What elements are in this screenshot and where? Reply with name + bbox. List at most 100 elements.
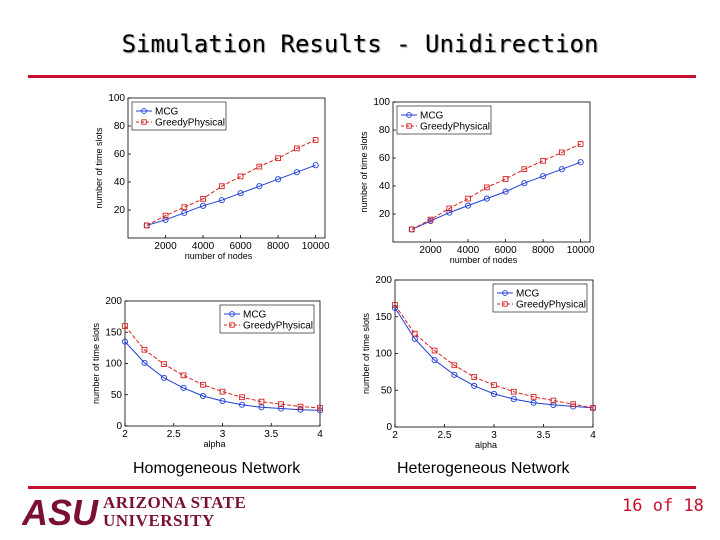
data-point-mcg	[530, 399, 537, 406]
data-point-greedyphysical	[258, 398, 265, 405]
x-tick-label: 3	[220, 429, 226, 440]
data-point-greedyphysical	[275, 155, 281, 162]
x-tick-label: 4000	[457, 245, 480, 256]
data-point-greedyphysical	[570, 401, 577, 408]
data-point-mcg	[143, 222, 150, 229]
legend-label: MCG	[420, 111, 444, 122]
footer-divider	[28, 486, 696, 489]
x-tick-label: 6000	[494, 245, 517, 256]
data-point-mcg	[237, 190, 244, 197]
data-point-mcg	[540, 173, 547, 180]
y-tick-label: 60	[114, 149, 126, 160]
x-tick-label: 4000	[192, 241, 215, 252]
data-point-mcg	[218, 197, 225, 204]
series-line-mcg	[411, 161, 581, 230]
data-point-greedyphysical	[237, 173, 244, 180]
data-point-mcg	[510, 396, 517, 403]
data-point-greedyphysical	[141, 346, 148, 353]
legend-marker-mcg	[141, 108, 147, 114]
x-axis-label: alpha	[203, 439, 225, 449]
x-tick-label: 4	[590, 430, 596, 441]
asu-logo: ASU	[21, 491, 102, 533]
y-tick-label: 60	[379, 153, 391, 164]
y-tick-label: 100	[108, 93, 125, 104]
legend-label: MCG	[243, 310, 267, 321]
caption-heterogeneous: Heterogeneous Network	[397, 460, 570, 477]
data-point-greedyphysical	[180, 372, 187, 379]
plot-frame	[127, 97, 326, 239]
data-point-mcg	[277, 405, 285, 412]
data-point-greedyphysical	[161, 361, 167, 367]
chart-top-left: 2000 4000 6000 8000 10000 20 40 60 80 100 number o…	[94, 90, 335, 265]
x-tick-label: 8000	[532, 245, 555, 256]
data-point-greedyphysical	[502, 176, 509, 182]
caption-homogeneous: Homogeneous Network	[133, 460, 301, 477]
x-axis-label: alpha	[475, 440, 497, 450]
data-point-greedyphysical	[297, 403, 304, 410]
data-point-greedyphysical	[294, 145, 300, 152]
y-tick-label: 150	[375, 312, 392, 323]
x-axis-label: number of nodes	[185, 251, 253, 261]
data-point-mcg	[256, 183, 263, 190]
series-line-greedyphysical	[124, 325, 321, 409]
data-point-mcg	[502, 188, 509, 195]
data-point-greedyphysical	[181, 204, 188, 211]
data-point-mcg	[464, 202, 472, 209]
data-point-mcg	[490, 390, 498, 397]
data-point-greedyphysical	[577, 141, 584, 147]
x-tick-label: 3	[491, 430, 497, 441]
data-point-greedyphysical	[446, 205, 453, 212]
data-point-greedyphysical	[530, 394, 537, 400]
y-tick-label: 100	[375, 349, 392, 360]
x-tick-label: 2000	[154, 241, 177, 252]
data-point-mcg	[162, 216, 169, 223]
data-point-mcg	[199, 202, 207, 209]
data-point-mcg	[275, 176, 282, 183]
data-point-greedyphysical	[200, 381, 206, 388]
y-tick-label: 50	[111, 390, 123, 401]
legend-box	[219, 304, 315, 334]
data-point-greedyphysical	[471, 374, 478, 380]
logo-line-2: UNIVERSITY	[103, 511, 215, 530]
data-point-greedyphysical	[408, 226, 415, 233]
legend-box	[396, 105, 492, 135]
x-tick-label: 8000	[267, 241, 290, 252]
data-point-greedyphysical	[483, 184, 490, 191]
title-divider	[28, 75, 696, 78]
x-tick-label: 2000	[419, 245, 442, 256]
y-tick-label: 200	[105, 296, 122, 307]
x-tick-label: 10000	[567, 245, 595, 256]
data-point-greedyphysical	[451, 362, 458, 369]
x-tick-label: 2.5	[438, 430, 452, 441]
data-point-greedyphysical	[431, 347, 438, 354]
chart-bottom-right: 2 2.5 3 3.5 4 0 50 100 150 200 alpha number of time…	[360, 272, 605, 454]
logo-mark-text: ASU	[22, 492, 99, 529]
data-point-mcg	[238, 401, 246, 408]
legend-marker-greedyphysical	[229, 322, 235, 328]
data-point-mcg	[181, 209, 188, 216]
chart-bottom-left: 2 2.5 3 3.5 4 0 50 100 150 200 alpha number of time…	[90, 293, 335, 453]
y-axis-label: number of time slots	[91, 322, 101, 404]
y-tick-label: 200	[375, 275, 392, 286]
data-point-greedyphysical	[317, 405, 323, 411]
y-tick-label: 20	[379, 209, 391, 220]
y-tick-label: 0	[386, 422, 392, 433]
series-line-mcg	[394, 307, 594, 409]
logo-line-1: ARIZONA STATE	[103, 493, 247, 512]
y-tick-label: 40	[379, 181, 391, 192]
data-point-mcg	[483, 195, 490, 202]
data-point-mcg	[258, 404, 265, 411]
data-point-greedyphysical	[122, 323, 128, 329]
x-axis-label: number of nodes	[450, 255, 518, 265]
y-tick-label: 20	[114, 205, 126, 216]
data-point-mcg	[408, 226, 415, 233]
x-tick-label: 3.5	[537, 430, 551, 441]
plot-frame	[392, 101, 591, 243]
x-tick-label: 6000	[229, 241, 252, 252]
y-tick-label: 0	[116, 421, 122, 432]
legend-box	[492, 283, 588, 313]
data-point-mcg	[558, 166, 565, 173]
data-point-mcg	[577, 159, 584, 166]
legend-marker-mcg	[229, 311, 235, 317]
legend-marker-greedyphysical	[141, 119, 147, 125]
